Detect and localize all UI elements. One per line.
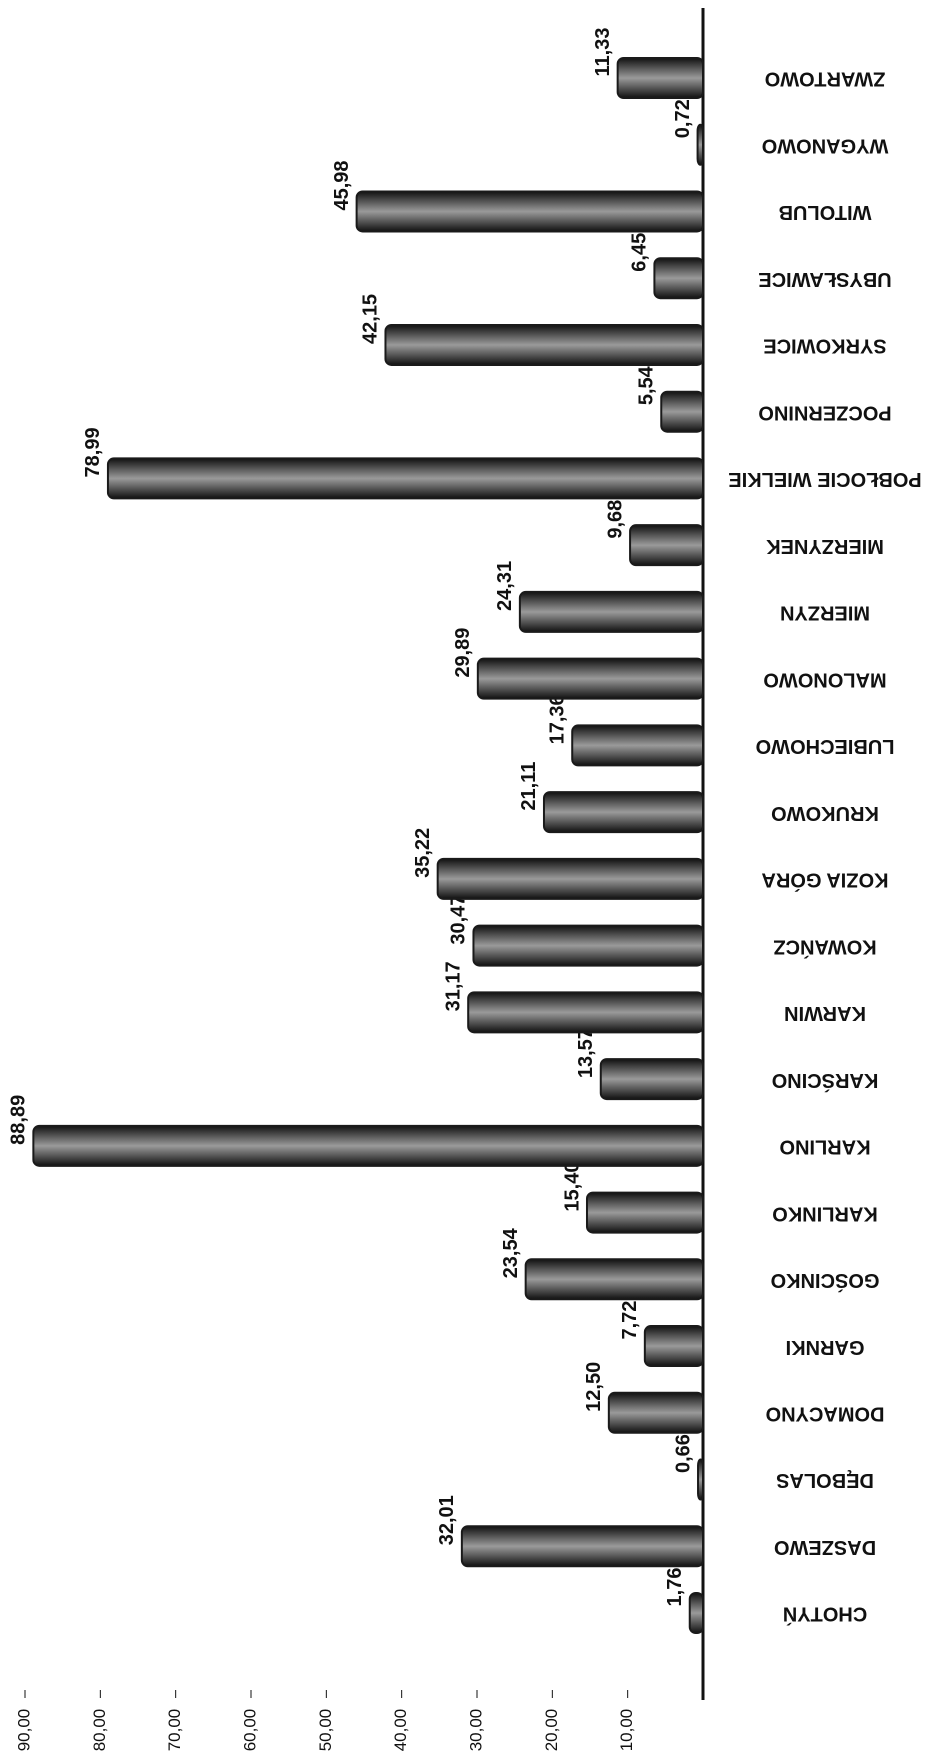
x-tick-label: KARLINO (779, 1136, 870, 1158)
x-tick-label: DĘBOLAS (776, 1469, 874, 1491)
bar (472, 924, 704, 967)
bar (607, 1391, 704, 1434)
bar (571, 724, 704, 767)
data-label: 45,98 (331, 160, 353, 210)
x-tick-label: SYRKOWICE (763, 335, 886, 357)
x-tick-label: ZWARTOWO (765, 68, 886, 90)
x-tick-label: MIERZYNEK (766, 535, 884, 557)
bar (660, 390, 704, 433)
bar (629, 524, 704, 567)
data-label: 5,54 (636, 365, 658, 405)
x-tick-label: DASZEWO (774, 1536, 876, 1558)
data-label: 30,47 (448, 895, 470, 945)
data-label: 23,54 (500, 1227, 522, 1278)
bar (585, 1191, 705, 1234)
data-label: 1,76 (664, 1568, 686, 1607)
x-tick-label: WYGANOWO (762, 134, 889, 156)
data-label: 29,89 (452, 628, 474, 678)
data-label: 6,45 (629, 233, 651, 272)
bar (32, 1124, 704, 1167)
x-tick-label: GOŚCINKO (771, 1269, 880, 1293)
x-tick-label: KOZIA GÓRA (761, 869, 888, 893)
x-tick-label: WITOLUB (779, 201, 872, 223)
x-tick-label: KARWIN (784, 1002, 866, 1024)
data-label: 88,89 (8, 1095, 30, 1145)
x-tick-label: POCZERNINO (758, 401, 891, 423)
bar (460, 1525, 704, 1568)
y-tick-label: 50,00 (316, 1709, 335, 1752)
bar (524, 1258, 705, 1301)
x-tick-label: KARŚCINO (772, 1069, 879, 1093)
bar (688, 1592, 704, 1634)
bar (542, 791, 704, 834)
bar (696, 123, 704, 166)
x-tick-label: CHOTYŃ (783, 1603, 867, 1626)
data-label: 42,15 (360, 294, 382, 344)
data-label: 13,57 (575, 1028, 597, 1078)
bar (616, 57, 705, 99)
y-tick-label: 10,00 (617, 1709, 636, 1752)
y-tick-label: 20,00 (542, 1709, 561, 1752)
x-tick-label: UBYSŁAWICE (758, 268, 891, 290)
y-tick-label: 70,00 (165, 1709, 184, 1752)
bar (599, 1058, 704, 1101)
data-label: 11,33 (592, 28, 614, 77)
data-label: 0,72 (672, 99, 694, 138)
x-tick-label: GARNKI (786, 1336, 865, 1358)
x-tick-label: KOWAŃCZ (773, 935, 876, 958)
bar (518, 590, 705, 633)
bar (653, 257, 704, 300)
data-label: 32,01 (436, 1495, 458, 1545)
y-tick-label: 60,00 (240, 1709, 259, 1752)
data-label: 12,50 (583, 1362, 605, 1412)
data-label: 35,22 (412, 828, 434, 878)
data-label: 78,99 (82, 427, 104, 477)
y-tick-label: 90,00 (14, 1709, 33, 1752)
x-tick-label: POBŁOCIE WIELKIE (728, 468, 921, 490)
bar (436, 857, 704, 900)
x-tick-label: DOMACYNO (766, 1403, 885, 1425)
bar (697, 1458, 705, 1501)
x-tick-label: MIERZYN (780, 602, 870, 624)
bar (476, 657, 704, 700)
data-label: 0,66 (672, 1434, 694, 1473)
data-label: 15,40 (561, 1162, 583, 1212)
y-tick-label: 80,00 (90, 1709, 109, 1752)
data-label: 21,11 (518, 762, 540, 811)
x-tick-label: KARLINKO (772, 1202, 878, 1224)
data-label: 31,17 (442, 961, 464, 1011)
bar (106, 457, 704, 500)
y-tick-label: 30,00 (466, 1709, 485, 1752)
bar (643, 1325, 704, 1368)
x-tick-label: KRUKOWO (771, 802, 879, 824)
bar (384, 323, 704, 366)
data-label: 24,31 (494, 561, 516, 611)
bar (467, 991, 704, 1034)
data-label: 17,36 (547, 694, 569, 744)
data-label: 9,68 (604, 500, 626, 539)
y-tick-label: 40,00 (391, 1709, 410, 1752)
x-tick-label: MALONOWO (763, 668, 886, 690)
data-label: 7,72 (619, 1301, 641, 1340)
x-tick-label: LUBIECHOWO (756, 735, 895, 757)
bar (355, 190, 704, 233)
